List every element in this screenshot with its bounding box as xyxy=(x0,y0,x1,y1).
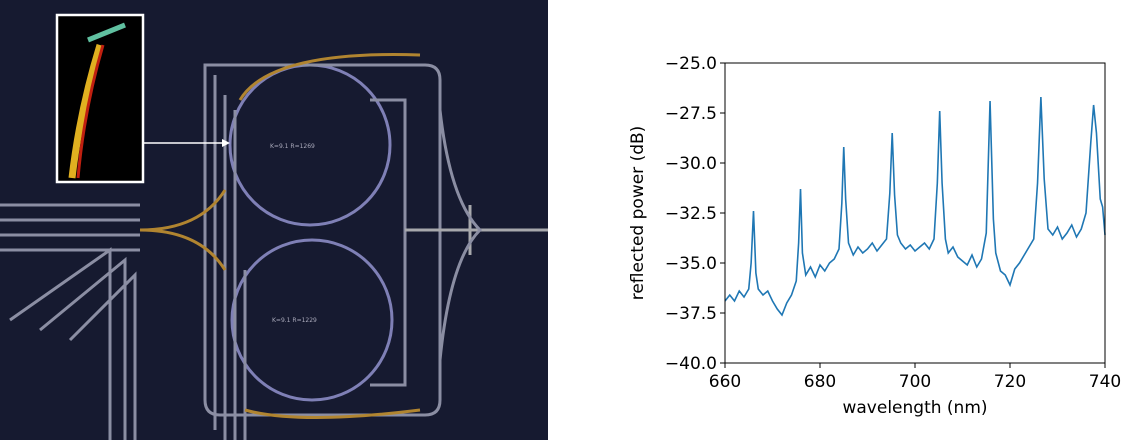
y-tick-label: −40.0 xyxy=(665,354,717,374)
y-tick-label: −30.0 xyxy=(665,154,717,174)
x-tick-label: 740 xyxy=(1089,372,1121,392)
micrograph: K=9.1 R=1269 K=9.1 R=1229 xyxy=(0,0,548,440)
x-tick-label: 720 xyxy=(994,372,1026,392)
y-axis-label: reflected power (dB) xyxy=(628,126,648,301)
waveguides xyxy=(0,53,548,440)
x-tick-label: 660 xyxy=(709,372,741,392)
inset xyxy=(55,13,145,184)
ring-label: K=9.1 R=1229 xyxy=(272,317,317,324)
x-tick-label: 700 xyxy=(899,372,931,392)
ring-label: K=9.1 R=1269 xyxy=(270,143,315,150)
data-line xyxy=(724,96,1106,317)
inset-feature xyxy=(68,43,104,179)
x-tick-label: 680 xyxy=(804,372,836,392)
y-tick-label: −35.0 xyxy=(665,254,717,274)
plot-frame xyxy=(724,62,1106,364)
chart: wavelength (nm) reflected power (dB) −40… xyxy=(628,54,1121,418)
inset-feature xyxy=(87,22,126,43)
inset-feature xyxy=(76,44,105,179)
y-tick-label: −37.5 xyxy=(665,304,717,324)
y-tick-label: −25.0 xyxy=(665,54,717,74)
arrow-head xyxy=(222,139,230,147)
y-tick-label: −32.5 xyxy=(665,204,717,224)
x-axis-label: wavelength (nm) xyxy=(842,398,987,418)
y-tick-label: −27.5 xyxy=(665,104,717,124)
